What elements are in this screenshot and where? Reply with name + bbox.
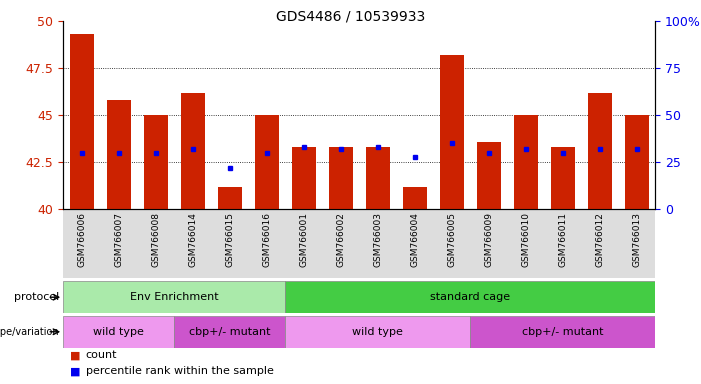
Text: protocol: protocol bbox=[14, 292, 60, 302]
Bar bbox=[181, 93, 205, 209]
Text: genotype/variation: genotype/variation bbox=[0, 327, 60, 337]
Bar bbox=[551, 147, 575, 209]
Bar bbox=[107, 100, 130, 209]
Bar bbox=[440, 55, 464, 209]
Bar bbox=[254, 115, 279, 209]
Text: percentile rank within the sample: percentile rank within the sample bbox=[86, 366, 273, 376]
Text: ■: ■ bbox=[70, 350, 81, 360]
Bar bbox=[470, 316, 655, 348]
Bar bbox=[63, 316, 174, 348]
Bar bbox=[514, 115, 538, 209]
Bar bbox=[403, 187, 427, 209]
Bar bbox=[477, 142, 501, 209]
Bar bbox=[285, 281, 655, 313]
Bar bbox=[144, 115, 168, 209]
Text: Env Enrichment: Env Enrichment bbox=[130, 292, 219, 302]
Text: standard cage: standard cage bbox=[430, 292, 510, 302]
Bar bbox=[588, 93, 612, 209]
Bar bbox=[625, 115, 649, 209]
Bar bbox=[329, 147, 353, 209]
Bar bbox=[217, 187, 242, 209]
Text: GDS4486 / 10539933: GDS4486 / 10539933 bbox=[276, 10, 425, 23]
Bar bbox=[69, 34, 94, 209]
Bar bbox=[174, 316, 285, 348]
Text: wild type: wild type bbox=[93, 327, 144, 337]
Bar bbox=[366, 147, 390, 209]
Text: wild type: wild type bbox=[353, 327, 403, 337]
Bar bbox=[63, 281, 285, 313]
Text: cbp+/- mutant: cbp+/- mutant bbox=[189, 327, 271, 337]
Text: count: count bbox=[86, 350, 117, 360]
Bar bbox=[285, 316, 470, 348]
Text: cbp+/- mutant: cbp+/- mutant bbox=[522, 327, 604, 337]
Bar bbox=[292, 147, 315, 209]
Text: ■: ■ bbox=[70, 366, 81, 376]
